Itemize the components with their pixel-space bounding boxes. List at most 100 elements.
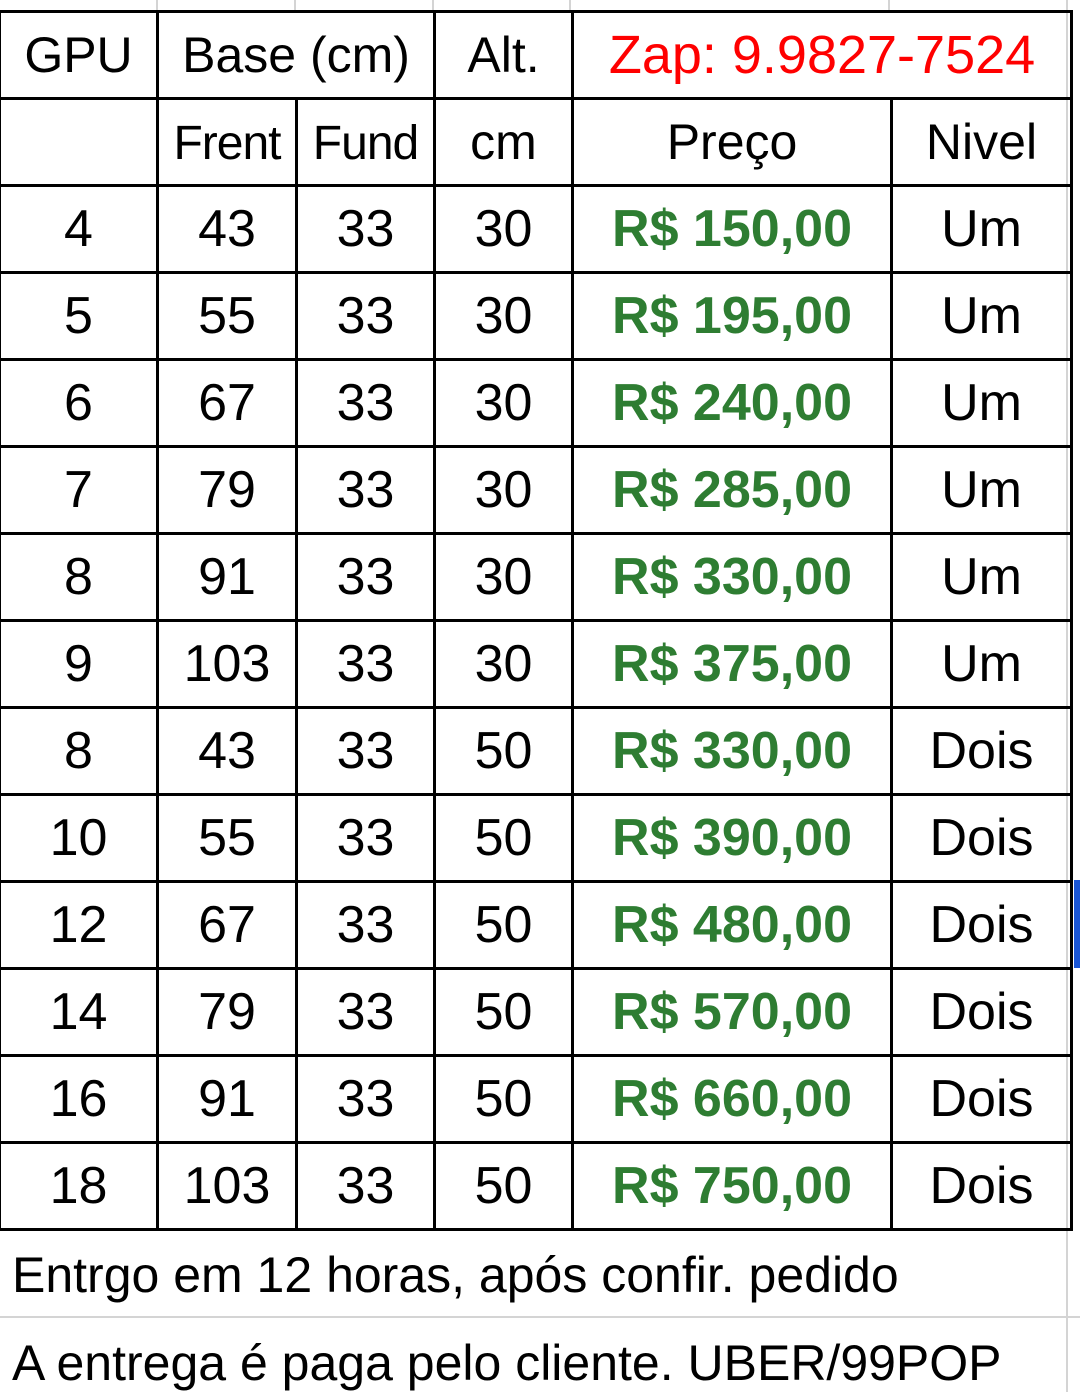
fund-cell[interactable]: 33 (295, 271, 436, 361)
price-table: GPU Base (cm) Alt. Zap: 9.9827-7524 Fren… (0, 10, 1073, 1231)
level-cell[interactable]: Dois (890, 1054, 1073, 1144)
gpu-cell[interactable]: 18 (0, 1141, 159, 1231)
gpu-cell[interactable]: 16 (0, 1054, 159, 1144)
price-cell[interactable]: R$ 750,00 (571, 1141, 893, 1231)
front-header: Frent (173, 117, 281, 170)
front-cell[interactable]: 55 (156, 793, 298, 883)
level-cell[interactable]: Um (890, 358, 1073, 448)
gridline (888, 0, 890, 10)
gpu-cell[interactable]: 9 (0, 619, 159, 709)
price-value: R$ 150,00 (612, 200, 852, 258)
price-cell[interactable]: R$ 330,00 (571, 532, 893, 622)
front-cell[interactable]: 91 (156, 1054, 298, 1144)
fund-cell[interactable]: 33 (295, 1141, 436, 1231)
gpu-cell[interactable]: 14 (0, 967, 159, 1057)
price-cell[interactable]: R$ 285,00 (571, 445, 893, 535)
delivery-time-note[interactable]: Entrgo em 12 horas, após confir. pedido (12, 1247, 899, 1303)
price-cell[interactable]: R$ 330,00 (571, 706, 893, 796)
fund-cell[interactable]: 33 (295, 880, 436, 970)
price-cell[interactable]: R$ 480,00 (571, 880, 893, 970)
height-cell[interactable]: 50 (433, 967, 574, 1057)
height-cell[interactable]: 30 (433, 532, 574, 622)
gpu-cell[interactable]: 12 (0, 880, 159, 970)
front-cell[interactable]: 67 (156, 358, 298, 448)
level-cell[interactable]: Dois (890, 706, 1073, 796)
front-cell[interactable]: 103 (156, 1141, 298, 1231)
price-value: R$ 330,00 (612, 722, 852, 780)
height-cell[interactable]: 50 (433, 880, 574, 970)
cell-selection-edge (1074, 880, 1080, 968)
price-value: R$ 660,00 (612, 1070, 852, 1128)
gpu-cell[interactable]: 8 (0, 706, 159, 796)
front-cell[interactable]: 79 (156, 445, 298, 535)
cm-header: cm (470, 114, 537, 170)
level-cell[interactable]: Dois (890, 880, 1073, 970)
level-cell[interactable]: Dois (890, 967, 1073, 1057)
front-cell[interactable]: 103 (156, 619, 298, 709)
fund-cell[interactable]: 33 (295, 184, 436, 274)
front-cell[interactable]: 43 (156, 184, 298, 274)
height-cell[interactable]: 50 (433, 1054, 574, 1144)
height-cell[interactable]: 30 (433, 184, 574, 274)
contact-cell[interactable]: Zap: 9.9827-7524 (571, 10, 1073, 100)
front-header-cell[interactable]: Frent (156, 97, 298, 187)
fund-cell[interactable]: 33 (295, 358, 436, 448)
fund-header-cell[interactable]: Fund (295, 97, 436, 187)
level-cell[interactable]: Um (890, 532, 1073, 622)
fund-cell[interactable]: 33 (295, 619, 436, 709)
alt-header-cell[interactable]: Alt. (433, 10, 574, 100)
height-cell[interactable]: 50 (433, 793, 574, 883)
level-cell[interactable]: Dois (890, 793, 1073, 883)
price-cell[interactable]: R$ 570,00 (571, 967, 893, 1057)
table-row: 10 55 33 50 R$ 390,00 Dois (0, 793, 1073, 883)
price-cell[interactable]: R$ 240,00 (571, 358, 893, 448)
price-header: Preço (666, 114, 798, 170)
height-cell[interactable]: 50 (433, 1141, 574, 1231)
price-value: R$ 240,00 (612, 374, 852, 432)
alt-header: Alt. (467, 27, 540, 83)
gpu-header: GPU (24, 27, 133, 83)
empty-header-cell[interactable] (0, 97, 159, 187)
gpu-cell[interactable]: 10 (0, 793, 159, 883)
price-cell[interactable]: R$ 195,00 (571, 271, 893, 361)
level-cell[interactable]: Um (890, 619, 1073, 709)
height-cell[interactable]: 30 (433, 358, 574, 448)
gpu-cell[interactable]: 4 (0, 184, 159, 274)
delivery-cost-note[interactable]: A entrega é paga pelo cliente. UBER/99PO… (12, 1335, 1002, 1391)
gpu-cell[interactable]: 5 (0, 271, 159, 361)
fund-cell[interactable]: 33 (295, 532, 436, 622)
height-cell[interactable]: 30 (433, 619, 574, 709)
price-cell[interactable]: R$ 375,00 (571, 619, 893, 709)
cm-header-cell[interactable]: cm (433, 97, 574, 187)
level-cell[interactable]: Um (890, 271, 1073, 361)
base-header-cell[interactable]: Base (cm) (156, 10, 436, 100)
gridline (294, 0, 296, 10)
table-row: 8 91 33 30 R$ 330,00 Um (0, 532, 1073, 622)
price-header-cell[interactable]: Preço (571, 97, 893, 187)
level-cell[interactable]: Um (890, 184, 1073, 274)
front-cell[interactable]: 79 (156, 967, 298, 1057)
front-cell[interactable]: 91 (156, 532, 298, 622)
level-header-cell[interactable]: Nivel (890, 97, 1073, 187)
fund-cell[interactable]: 33 (295, 706, 436, 796)
level-cell[interactable]: Um (890, 445, 1073, 535)
gpu-cell[interactable]: 7 (0, 445, 159, 535)
front-cell[interactable]: 43 (156, 706, 298, 796)
fund-cell[interactable]: 33 (295, 1054, 436, 1144)
fund-cell[interactable]: 33 (295, 445, 436, 535)
fund-cell[interactable]: 33 (295, 793, 436, 883)
fund-cell[interactable]: 33 (295, 967, 436, 1057)
price-cell[interactable]: R$ 390,00 (571, 793, 893, 883)
price-cell[interactable]: R$ 150,00 (571, 184, 893, 274)
gpu-header-cell[interactable]: GPU (0, 10, 159, 100)
front-cell[interactable]: 55 (156, 271, 298, 361)
price-cell[interactable]: R$ 660,00 (571, 1054, 893, 1144)
height-cell[interactable]: 30 (433, 445, 574, 535)
gpu-cell[interactable]: 8 (0, 532, 159, 622)
height-cell[interactable]: 30 (433, 271, 574, 361)
height-cell[interactable]: 50 (433, 706, 574, 796)
level-cell[interactable]: Dois (890, 1141, 1073, 1231)
front-cell[interactable]: 67 (156, 880, 298, 970)
gpu-cell[interactable]: 6 (0, 358, 159, 448)
gridline (569, 0, 571, 10)
